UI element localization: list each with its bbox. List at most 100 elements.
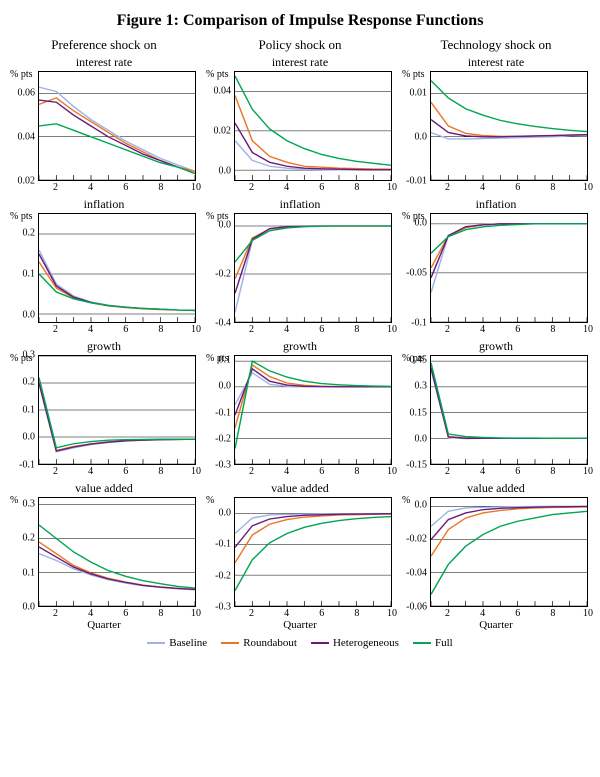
panel-title: interest rate [204,55,396,70]
chart: -0.3-0.2-0.10.00.1246810 [234,355,392,465]
series-heterogeneous [235,226,391,293]
x-tick-label: 6 [123,323,128,335]
x-tick-label: 4 [480,465,485,477]
column-header: Policy shock on [204,38,396,53]
y-tick-label: 0.06 [18,87,39,98]
y-tick-label: 0.04 [18,131,39,142]
series-roundabout [235,514,391,563]
x-tick-label: 10 [387,181,397,193]
x-tick-label: 6 [319,323,324,335]
series-heterogeneous [39,254,195,310]
chart: -0.06-0.04-0.020.0246810 [430,497,588,607]
series-baseline [431,370,587,439]
legend-label: Baseline [169,637,207,649]
y-tick-label: -0.1 [215,407,234,418]
y-tick-label: -0.15 [406,459,430,470]
legend-label: Full [435,637,453,649]
x-tick-label: 4 [284,607,289,619]
legend-label: Roundabout [243,637,297,649]
x-tick-label: 4 [284,323,289,335]
series-heterogeneous [431,506,587,539]
x-tick-label: 2 [249,607,254,619]
legend-swatch [147,642,165,644]
panel: inflation% pts0.00.10.2246810 [8,197,200,337]
x-tick-label: 2 [53,465,58,477]
x-tick-label: 10 [191,465,201,477]
x-axis-label: Quarter [8,619,200,631]
series-heterogeneous [431,224,587,278]
series-full [235,76,391,165]
panel: interest rate% pts0.00.020.04246810 [204,55,396,195]
column-header: Preference shock on [8,38,200,53]
y-tick-label: 0.0 [415,217,431,228]
panel: inflation% pts-0.1-0.050.0246810 [400,197,592,337]
x-tick-label: 6 [319,607,324,619]
panel: growth% pts-0.3-0.2-0.10.00.1246810 [204,339,396,479]
chart: 0.00.020.04246810 [234,71,392,181]
x-tick-label: 6 [123,465,128,477]
x-tick-label: 6 [123,181,128,193]
y-tick-label: -0.2 [215,570,234,581]
series-roundabout [39,262,195,310]
y-tick-label: 0.0 [23,309,39,320]
series-roundabout [431,224,587,268]
y-tick-label: -0.06 [406,601,430,612]
series-roundabout [235,96,391,170]
x-tick-label: 8 [158,323,163,335]
x-tick-label: 4 [284,181,289,193]
y-tick-label: 0.01 [410,87,431,98]
y-tick-label: 0.45 [410,355,431,366]
panel: interest rate% pts-0.010.00.01246810 [400,55,592,195]
x-tick-label: 4 [284,465,289,477]
y-tick-label: -0.05 [406,267,430,278]
y-tick-label: -0.3 [215,459,234,470]
x-axis-label: Quarter [204,619,396,631]
y-tick-label: 0.02 [214,125,235,136]
series-full [431,363,587,438]
x-tick-label: 10 [583,607,593,619]
x-tick-label: 10 [583,465,593,477]
y-tick-label: 0.15 [410,407,431,418]
x-tick-label: 8 [550,607,555,619]
panel-title: inflation [204,197,396,212]
series-roundabout [235,365,391,428]
chart: 0.00.10.2246810 [38,213,196,323]
chart: 0.020.040.06246810 [38,71,196,181]
series-full [431,511,587,594]
panel: inflation% pts-0.4-0.20.0246810 [204,197,396,337]
legend-swatch [311,642,329,644]
legend-item-baseline: Baseline [147,637,207,649]
x-tick-label: 6 [515,607,520,619]
y-tick-label: 0.3 [23,349,39,360]
series-roundabout [39,98,195,171]
y-tick-label: 0.3 [23,498,39,509]
x-tick-label: 2 [249,323,254,335]
y-tick-label: 0.0 [219,381,235,392]
y-tick-label: -0.3 [215,601,234,612]
panel-title: growth [204,339,396,354]
legend-item-roundabout: Roundabout [221,637,297,649]
chart: -0.10.00.10.20.3246810 [38,355,196,465]
y-tick-label: 0.3 [415,381,431,392]
x-tick-label: 10 [387,607,397,619]
y-tick-label: 0.0 [415,131,431,142]
y-tick-label: 0.1 [23,269,39,280]
chart: -0.010.00.01246810 [430,71,588,181]
x-tick-label: 2 [445,465,450,477]
y-tick-label: 0.0 [219,220,235,231]
x-tick-label: 8 [354,181,359,193]
series-roundabout [39,542,195,590]
x-tick-label: 8 [354,323,359,335]
x-tick-label: 10 [191,323,201,335]
legend: BaselineRoundaboutHeterogeneousFull [8,637,592,649]
y-tick-label: 0.1 [23,567,39,578]
series-roundabout [431,366,587,438]
x-tick-label: 8 [158,465,163,477]
x-tick-label: 10 [387,323,397,335]
x-tick-label: 8 [158,181,163,193]
x-tick-label: 2 [53,181,58,193]
y-axis-label: % pts [10,69,33,80]
x-tick-label: 4 [88,607,93,619]
x-tick-label: 6 [515,465,520,477]
y-tick-label: 0.1 [23,404,39,415]
